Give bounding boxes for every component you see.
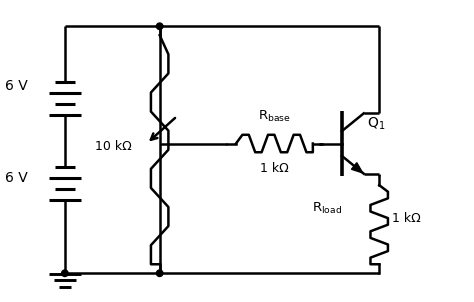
Text: R$_{\mathregular{base}}$: R$_{\mathregular{base}}$ <box>258 108 291 124</box>
Text: 1 kΩ: 1 kΩ <box>260 162 289 175</box>
Circle shape <box>62 270 68 277</box>
Text: 6 V: 6 V <box>5 79 27 93</box>
Text: R$_{\mathregular{load}}$: R$_{\mathregular{load}}$ <box>311 201 342 216</box>
Circle shape <box>156 270 163 277</box>
Text: 10 kΩ: 10 kΩ <box>95 140 132 153</box>
Text: 6 V: 6 V <box>5 172 27 185</box>
Circle shape <box>156 23 163 30</box>
Polygon shape <box>351 163 363 173</box>
Text: 1 kΩ: 1 kΩ <box>392 212 420 225</box>
Text: Q$_{\mathregular{1}}$: Q$_{\mathregular{1}}$ <box>367 115 385 132</box>
